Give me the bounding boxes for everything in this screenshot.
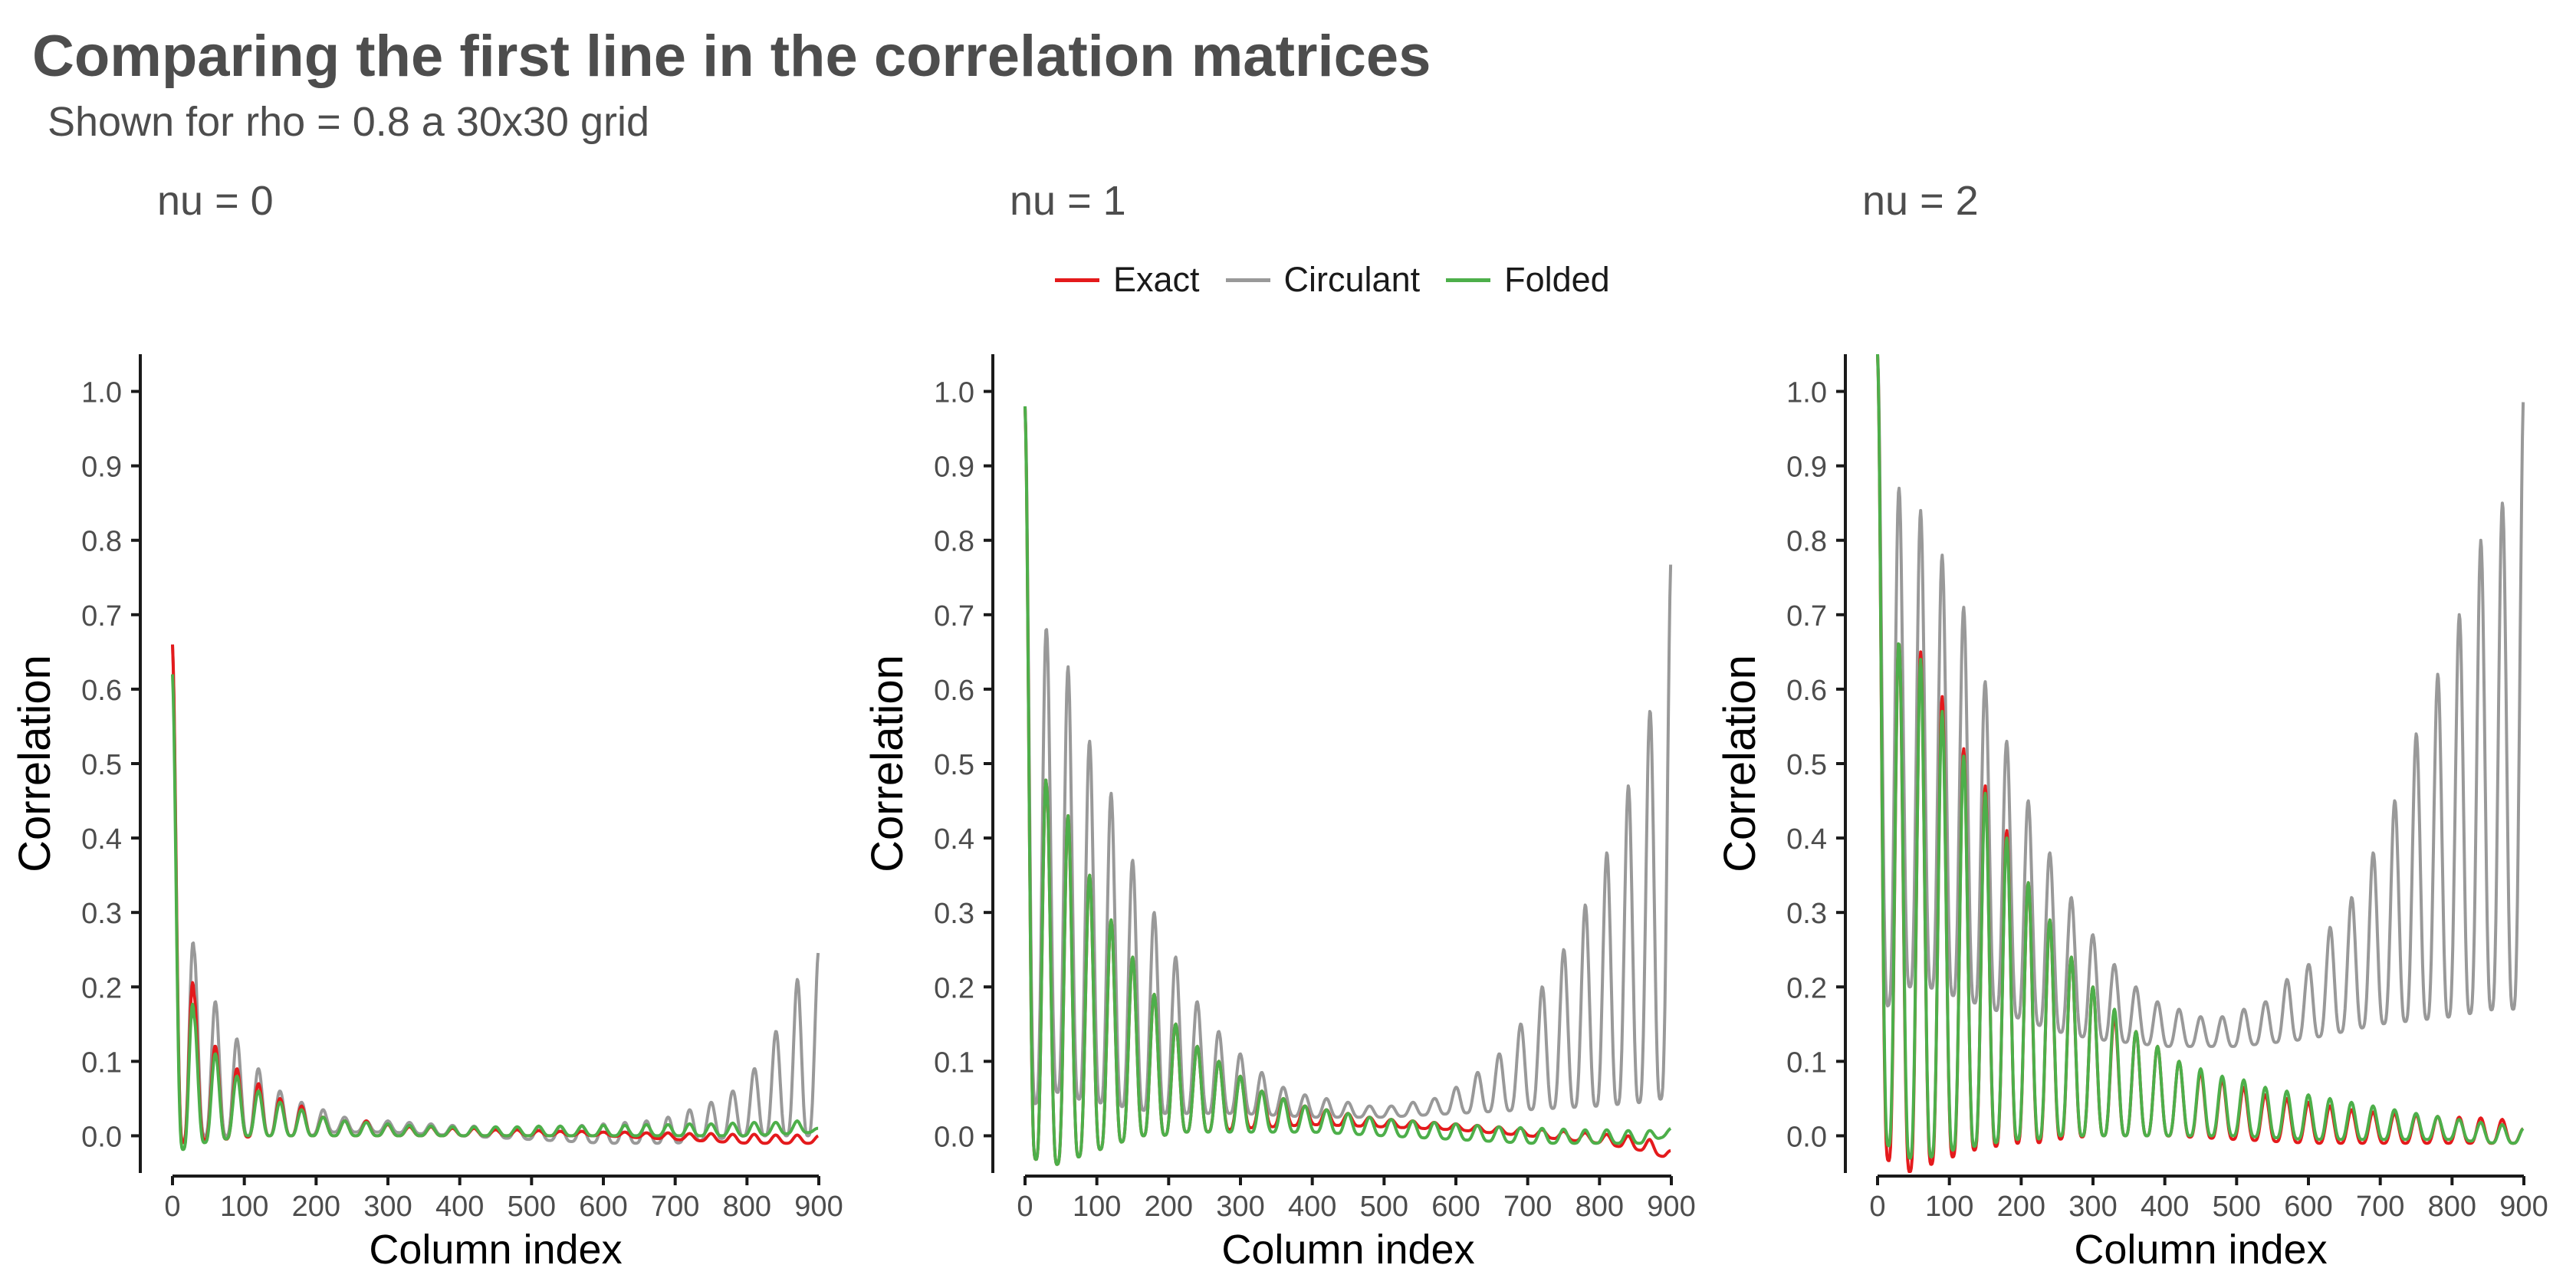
legend-key-folded <box>1446 278 1491 282</box>
y-tick-label: 0.0 <box>81 1121 122 1153</box>
panel-1: nu = 0 0.0 0.1 0.2 0.3 0.4 0.5 0.6 0.7 0.8 0.9 1.0 0… <box>10 178 843 1273</box>
x-tick-label: 0 <box>1869 1191 1885 1223</box>
x-tick-label: 100 <box>1073 1191 1121 1223</box>
series-line-circulant <box>1024 406 1673 1119</box>
x-tick-label: 200 <box>1997 1191 2045 1223</box>
y-tick-label: 0.1 <box>81 1046 122 1079</box>
x-tick-label: 700 <box>2356 1191 2404 1223</box>
series-line-exact <box>1024 406 1672 1166</box>
panel-title: nu = 2 <box>1862 178 1979 224</box>
y-axis-label: Correlation <box>10 655 60 872</box>
series-line-folded <box>1024 406 1672 1166</box>
y-tick-label: 0.4 <box>934 823 974 856</box>
y-tick-label: 0.5 <box>1786 749 1827 781</box>
legend-item-circulant: Circulant <box>1225 260 1421 300</box>
x-tick-label: 500 <box>2213 1191 2261 1223</box>
x-tick-label: 300 <box>1216 1191 1264 1223</box>
y-tick-label: 0.6 <box>934 675 974 707</box>
series-line-folded <box>1876 353 2525 1160</box>
x-tick-label: 200 <box>1145 1191 1193 1223</box>
x-tick-label: 900 <box>2499 1191 2548 1223</box>
chart-subtitle: Shown for rho = 0.8 a 30x30 grid <box>48 99 650 145</box>
y-tick-label: 0.8 <box>1786 526 1827 558</box>
y-tick-label: 0.3 <box>1786 898 1827 930</box>
y-tick-label: 0.1 <box>1786 1046 1827 1079</box>
y-tick-label: 1.0 <box>81 377 122 409</box>
x-tick-label: 100 <box>1925 1191 1973 1223</box>
x-tick-label: 700 <box>651 1191 699 1223</box>
chart-title: Comparing the first line in the correlat… <box>32 24 1431 89</box>
series-line-exact <box>171 644 820 1145</box>
x-tick-label: 0 <box>1017 1191 1033 1223</box>
panel-title: nu = 0 <box>157 178 274 224</box>
y-tick-label: 0.2 <box>1786 972 1827 1004</box>
legend: Exact Circulant Folded <box>1055 256 1636 304</box>
x-tick-label: 900 <box>1647 1191 1695 1223</box>
legend-item-exact: Exact <box>1055 260 1200 300</box>
legend-key-exact <box>1055 278 1099 282</box>
y-axis-label: Correlation <box>863 655 912 872</box>
series-line-exact <box>1876 353 2525 1173</box>
y-tick-label: 0.0 <box>934 1121 974 1153</box>
y-tick-label: 0.1 <box>934 1046 974 1079</box>
y-tick-label: 0.9 <box>1786 452 1827 484</box>
x-tick-label: 900 <box>794 1191 843 1223</box>
y-tick-label: 0.5 <box>934 749 974 781</box>
y-tick-label: 0.0 <box>1786 1121 1827 1153</box>
y-tick-label: 0.9 <box>934 452 974 484</box>
y-tick-label: 0.8 <box>934 526 974 558</box>
x-tick-label: 0 <box>164 1191 180 1223</box>
y-tick-label: 0.3 <box>934 898 974 930</box>
y-tick-label: 0.5 <box>81 749 122 781</box>
x-tick-label: 700 <box>1503 1191 1552 1223</box>
x-tick-label: 400 <box>2141 1191 2189 1223</box>
x-tick-label: 800 <box>2428 1191 2476 1223</box>
y-tick-label: 0.6 <box>81 675 122 707</box>
legend-label-exact: Exact <box>1113 260 1200 299</box>
y-tick-label: 0.9 <box>81 452 122 484</box>
y-tick-label: 1.0 <box>1786 377 1827 409</box>
x-tick-label: 800 <box>723 1191 771 1223</box>
x-tick-label: 500 <box>508 1191 556 1223</box>
x-axis-label: Column index <box>369 1227 622 1273</box>
legend-label-circulant: Circulant <box>1283 260 1421 299</box>
legend-key-circulant <box>1225 278 1270 282</box>
x-tick-label: 300 <box>363 1191 412 1223</box>
y-axis-label: Correlation <box>1715 655 1765 872</box>
legend-label-folded: Folded <box>1504 260 1610 299</box>
y-tick-label: 0.3 <box>81 898 122 930</box>
panel-2: nu = 1 0.0 0.1 0.2 0.3 0.4 0.5 0.6 0.7 0.8 0.9 1.0 0… <box>863 178 1696 1273</box>
x-tick-label: 500 <box>1360 1191 1408 1223</box>
y-tick-label: 1.0 <box>934 377 974 409</box>
x-tick-label: 200 <box>292 1191 340 1223</box>
x-axis-label: Column index <box>2074 1227 2327 1273</box>
y-tick-label: 0.2 <box>81 972 122 1004</box>
y-tick-label: 0.6 <box>1786 675 1827 707</box>
y-tick-label: 0.4 <box>81 823 122 856</box>
x-tick-label: 400 <box>1288 1191 1336 1223</box>
y-tick-label: 0.2 <box>934 972 974 1004</box>
y-tick-label: 0.7 <box>81 600 122 632</box>
x-tick-label: 600 <box>579 1191 627 1223</box>
x-tick-label: 300 <box>2068 1191 2117 1223</box>
series-line-folded <box>171 674 820 1152</box>
series-line-circulant <box>1876 353 2525 1048</box>
x-axis-label: Column index <box>1221 1227 1474 1273</box>
x-tick-label: 600 <box>2284 1191 2332 1223</box>
y-tick-label: 0.8 <box>81 526 122 558</box>
legend-item-folded: Folded <box>1446 260 1610 300</box>
y-tick-label: 0.7 <box>1786 600 1827 632</box>
y-tick-label: 0.7 <box>934 600 974 632</box>
x-tick-label: 400 <box>435 1191 484 1223</box>
panel-title: nu = 1 <box>1010 178 1126 224</box>
series-line-circulant <box>171 644 820 1145</box>
x-tick-label: 800 <box>1576 1191 1624 1223</box>
x-tick-label: 600 <box>1431 1191 1480 1223</box>
x-tick-label: 100 <box>220 1191 268 1223</box>
y-tick-label: 0.4 <box>1786 823 1827 856</box>
panel-3: nu = 2 0.0 0.1 0.2 0.3 0.4 0.5 0.6 0.7 0.8 0.9 1.0 0… <box>1715 178 2548 1273</box>
